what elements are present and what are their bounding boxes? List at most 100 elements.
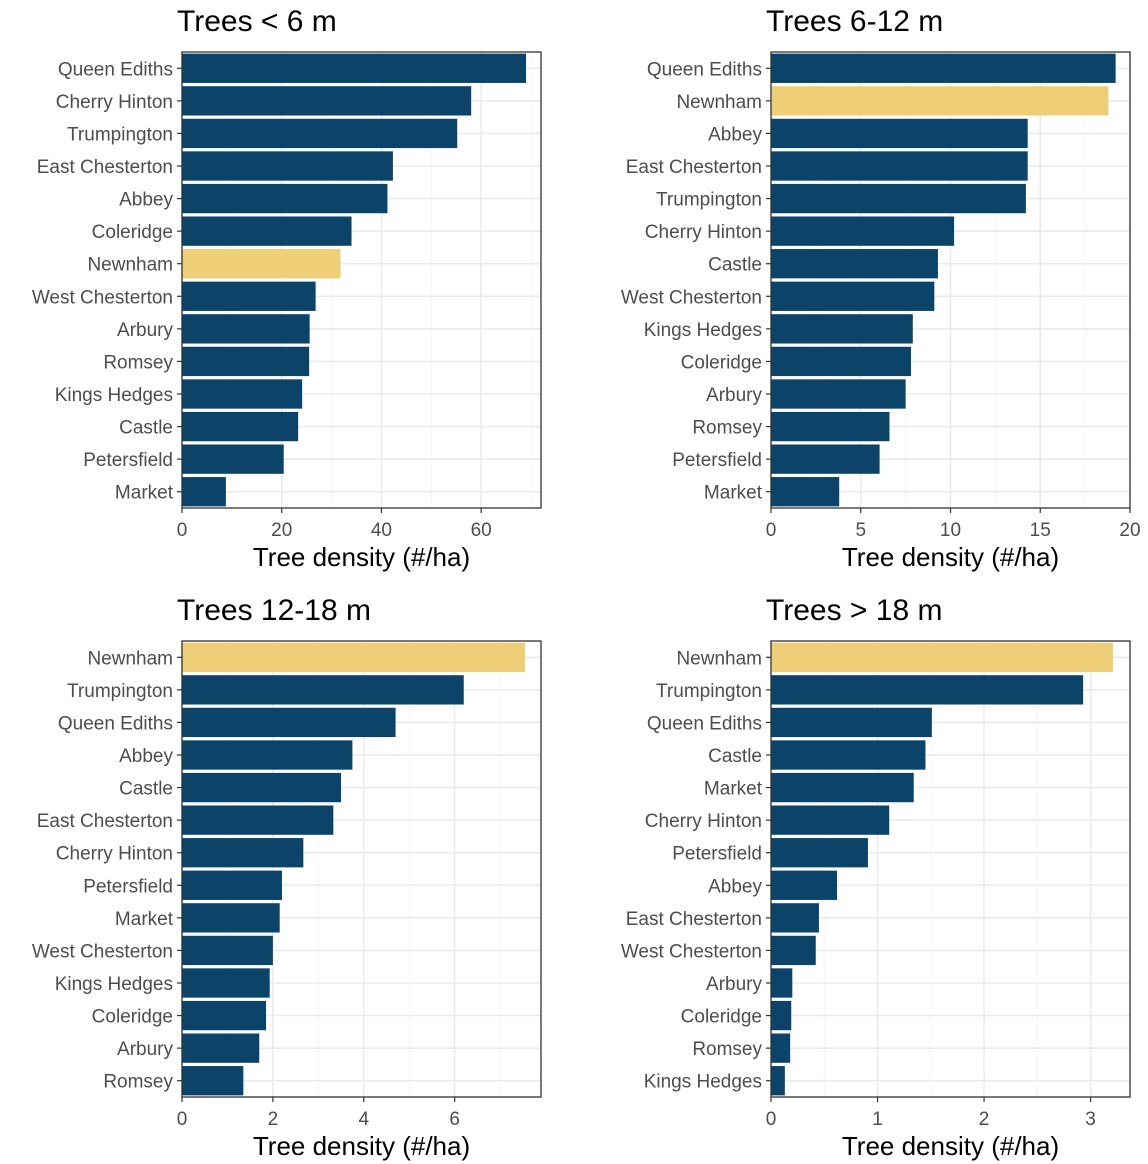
x-tick-label: 10: [940, 520, 961, 541]
category-label: Romsey: [103, 352, 173, 373]
category-label: Petersfield: [672, 844, 762, 865]
chart-panel: Queen Ediths Cherry Hinton Trumpington East…: [32, 5, 542, 572]
category-label: Petersfield: [672, 450, 762, 471]
category-label: Market: [115, 909, 174, 930]
x-tick-label: 40: [371, 520, 392, 541]
x-tick-label: 20: [1119, 520, 1140, 541]
bar: [771, 346, 912, 377]
x-tick-label: 15: [1030, 520, 1051, 541]
category-label: Kings Hedges: [644, 1072, 762, 1093]
bar: [182, 870, 282, 900]
bar: [182, 838, 304, 868]
category-label: Cherry Hinton: [645, 811, 762, 832]
x-tick-label: 5: [855, 520, 866, 541]
bar: [771, 968, 793, 998]
bar: [771, 903, 819, 933]
category-label: Market: [115, 483, 174, 504]
category-label: Cherry Hinton: [56, 92, 173, 113]
bar: [771, 151, 1028, 181]
bar: [771, 740, 926, 770]
x-tick-label: 2: [979, 1109, 990, 1130]
bar: [182, 86, 472, 116]
panel-border: [181, 640, 542, 1098]
bar: [182, 740, 353, 770]
bar: [182, 1000, 267, 1031]
category-label: East Chesterton: [37, 157, 173, 178]
bar: [182, 1066, 244, 1096]
category-label: Castle: [708, 255, 762, 276]
bar: [771, 870, 838, 900]
bar: [182, 477, 226, 507]
bar: [771, 379, 906, 409]
bar: [771, 281, 935, 311]
bar: [771, 675, 1084, 705]
bar: [771, 249, 938, 279]
bar: [771, 411, 890, 442]
category-label: West Chesterton: [621, 287, 762, 308]
bar: [182, 968, 270, 998]
category-label: Abbey: [708, 124, 762, 145]
x-axis-title: Tree density (#/ha): [842, 542, 1059, 572]
panel-border: [770, 640, 1131, 1098]
bar: [182, 772, 342, 803]
x-tick-label: 3: [1085, 1109, 1096, 1130]
category-label: Market: [704, 483, 763, 504]
category-label: Queen Ediths: [58, 59, 173, 80]
category-label: Kings Hedges: [644, 320, 762, 341]
bar: [182, 249, 341, 279]
category-label: West Chesterton: [621, 941, 762, 962]
bar: [771, 216, 955, 246]
bar: [771, 805, 890, 835]
x-tick-label: 1: [872, 1109, 883, 1130]
category-label: Trumpington: [67, 681, 173, 702]
category-label: East Chesterton: [37, 811, 173, 832]
bar: [771, 838, 868, 868]
x-tick-label: 20: [271, 520, 292, 541]
bar: [771, 1000, 792, 1031]
category-label: Queen Ediths: [58, 713, 173, 734]
category-label: Abbey: [119, 746, 173, 767]
bar: [182, 903, 280, 933]
category-label: Romsey: [103, 1072, 173, 1093]
category-label: Castle: [119, 418, 173, 439]
category-label: Castle: [708, 746, 762, 767]
category-label: Queen Ediths: [647, 713, 762, 734]
x-tick-label: 0: [177, 520, 188, 541]
bar: [182, 935, 273, 966]
bar: [771, 118, 1028, 149]
category-label: Abbey: [708, 876, 762, 897]
bar: [771, 86, 1109, 116]
chart-title: Trees < 6 m: [177, 5, 337, 38]
category-label: Romsey: [692, 418, 762, 439]
category-label: Arbury: [706, 385, 762, 406]
bar: [182, 281, 316, 311]
category-label: Castle: [119, 779, 173, 800]
category-label: East Chesterton: [626, 157, 762, 178]
x-axis-title: Tree density (#/ha): [253, 542, 470, 572]
bar: [771, 707, 932, 738]
panel-border: [181, 51, 542, 509]
category-label: Newnham: [87, 648, 173, 669]
bar: [182, 444, 284, 474]
chart-panel: Newnham Trumpington Queen Ediths Abbey Castl…: [32, 594, 542, 1161]
category-label: Abbey: [119, 190, 173, 211]
category-label: Coleridge: [681, 1007, 762, 1028]
x-tick-label: 0: [766, 1109, 777, 1130]
x-tick-label: 60: [471, 520, 492, 541]
category-label: West Chesterton: [32, 287, 173, 308]
bar: [771, 1033, 791, 1063]
category-label: Trumpington: [67, 124, 173, 145]
x-tick-label: 0: [766, 520, 777, 541]
bar: [771, 772, 914, 803]
category-label: Kings Hedges: [55, 974, 173, 995]
category-label: West Chesterton: [32, 941, 173, 962]
x-tick-label: 0: [177, 1109, 188, 1130]
category-label: Newnham: [676, 92, 762, 113]
bar: [182, 707, 396, 738]
category-label: Kings Hedges: [55, 385, 173, 406]
category-label: Arbury: [117, 320, 173, 341]
bar: [182, 314, 310, 344]
category-label: Coleridge: [92, 1007, 173, 1028]
bar: [182, 183, 388, 214]
